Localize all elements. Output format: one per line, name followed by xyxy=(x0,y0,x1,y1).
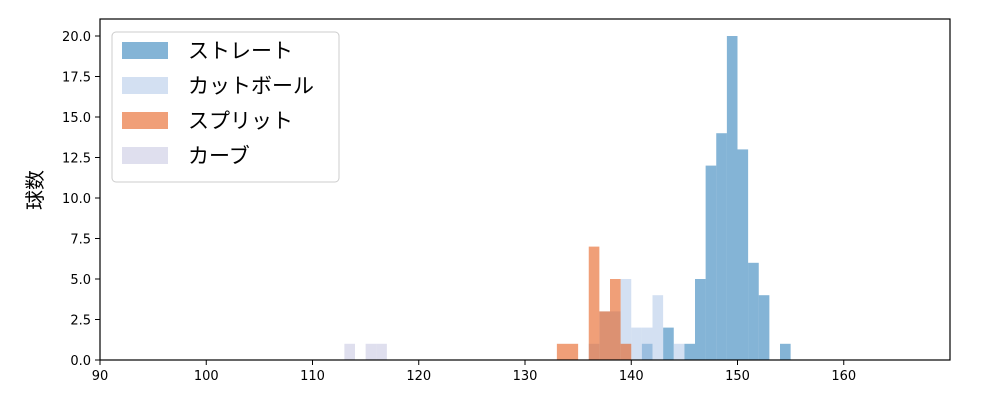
x-tick-label: 140 xyxy=(619,369,644,384)
bar-0-152 xyxy=(758,295,770,360)
bar-1-139 xyxy=(620,279,632,360)
bar-2-136 xyxy=(588,246,600,360)
y-axis-label: 球数 xyxy=(23,170,47,210)
y-tick-label: 10.0 xyxy=(62,192,91,207)
legend-label: ストレート xyxy=(188,39,293,63)
legend-label: スプリット xyxy=(188,109,293,133)
bar-0-151 xyxy=(748,262,759,360)
bars-layer xyxy=(344,36,791,361)
bar-0-150 xyxy=(737,149,749,360)
bar-0-146 xyxy=(695,279,706,360)
legend-swatch xyxy=(122,77,168,94)
y-tick-label: 5.0 xyxy=(70,273,91,288)
y-tick-label: 0.0 xyxy=(70,354,91,369)
x-tick-label: 150 xyxy=(725,369,750,384)
bar-3-116 xyxy=(376,343,387,360)
bar-0-149 xyxy=(726,36,738,361)
bar-0-147 xyxy=(705,165,717,360)
bar-0-154 xyxy=(780,343,791,360)
y-tick-label: 17.5 xyxy=(62,71,91,86)
x-tick-label: 160 xyxy=(831,369,856,384)
bar-3-115 xyxy=(365,343,377,360)
bar-0-145 xyxy=(684,343,695,360)
legend-swatch xyxy=(122,147,168,164)
bar-2-133 xyxy=(556,343,568,360)
bar-1-144 xyxy=(673,343,685,360)
legend-swatch xyxy=(122,112,168,129)
x-axis: 90 100 110 120 130 140 150 160 xyxy=(92,360,856,384)
bar-2-138 xyxy=(610,279,621,360)
x-tick-label: 90 xyxy=(92,369,109,384)
bar-1-140 xyxy=(631,327,642,360)
legend-frame xyxy=(111,31,340,183)
bar-3-113 xyxy=(344,343,355,360)
x-tick-label: 100 xyxy=(194,369,219,384)
bar-1-141 xyxy=(641,327,653,360)
y-tick-label: 12.5 xyxy=(62,152,91,167)
bar-2-137 xyxy=(599,311,610,360)
y-tick-label: 15.0 xyxy=(62,111,91,126)
y-tick-label: 7.5 xyxy=(70,233,91,248)
bar-0-148 xyxy=(716,133,727,360)
y-tick-label: 20.0 xyxy=(62,30,91,45)
x-tick-label: 110 xyxy=(300,369,325,384)
legend-label: カットボール xyxy=(188,74,314,98)
bar-1-142 xyxy=(652,295,664,360)
legend-swatch xyxy=(122,42,168,59)
bar-2-134 xyxy=(567,343,579,360)
legend-label: カーブ xyxy=(188,144,250,168)
x-tick-label: 120 xyxy=(406,369,431,384)
bar-2-139 xyxy=(620,343,632,360)
x-tick-label: 130 xyxy=(513,369,538,384)
bar-0-143 xyxy=(663,327,674,360)
y-tick-label: 2.5 xyxy=(70,314,91,329)
y-axis: 0.0 2.5 5.0 7.5 10.0 12.5 15.0 17.5 20.0 xyxy=(62,30,100,369)
